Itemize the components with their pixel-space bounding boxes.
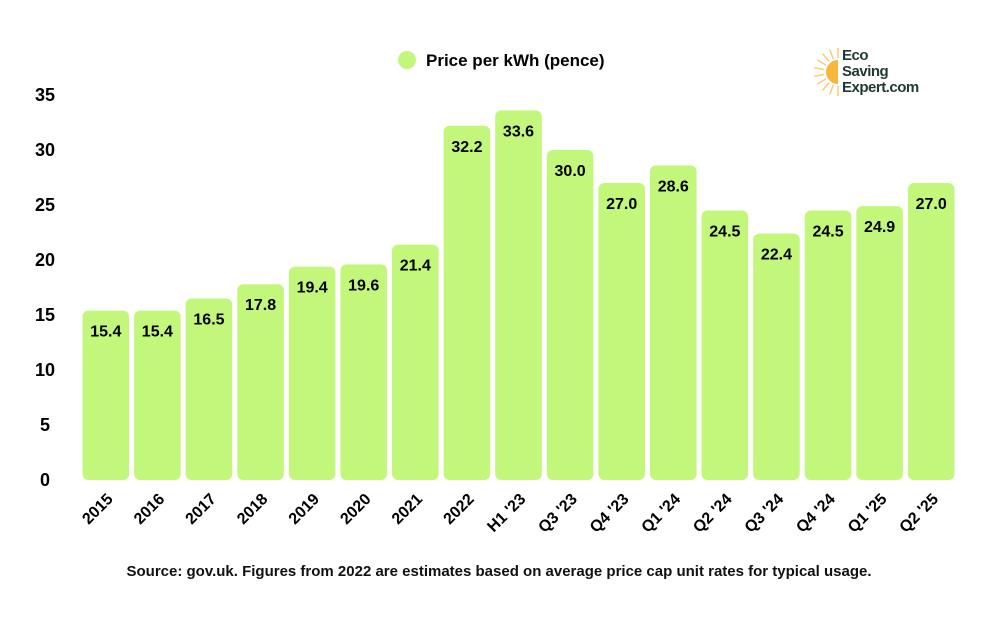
x-tick-label: Q1 '24 [639, 491, 685, 537]
data-label: 27.0 [916, 196, 947, 213]
x-tick-label: Q4 '24 [793, 491, 839, 537]
bar [907, 183, 955, 480]
data-label: 19.4 [297, 280, 328, 297]
source-note: Source: gov.uk. Figures from 2022 are es… [126, 563, 872, 580]
x-tick-label: Q2 '24 [690, 491, 736, 537]
data-label: 19.6 [348, 277, 379, 294]
bar [753, 233, 800, 480]
sun-ray-icon [829, 49, 834, 60]
data-label: 27.0 [606, 196, 637, 213]
data-label: 21.4 [400, 258, 431, 275]
x-tick-label: Q2 '25 [897, 491, 943, 537]
x-tick-label: 2016 [131, 491, 168, 528]
x-tick-label: Q1 '25 [845, 491, 891, 537]
data-label: 17.8 [245, 297, 276, 314]
x-tick-label: 2017 [183, 491, 220, 528]
logo-text: Expert.com [842, 79, 919, 96]
y-tick-label: 10 [35, 360, 55, 380]
data-label: 15.4 [90, 324, 121, 341]
sun-icon [826, 60, 838, 84]
bar [546, 150, 594, 480]
bar [237, 284, 284, 480]
data-label: 24.5 [812, 224, 843, 241]
sun-ray-icon [829, 84, 834, 95]
x-tick-label: 2015 [79, 491, 116, 528]
y-tick-label: 15 [35, 305, 55, 325]
sun-ray-icon [816, 59, 827, 66]
bar [649, 165, 697, 480]
sun-ray-icon [814, 67, 825, 71]
legend-swatch [398, 51, 416, 69]
data-label: 24.5 [709, 224, 740, 241]
y-tick-label: 20 [35, 250, 55, 270]
data-label: 22.4 [761, 247, 792, 264]
bar [134, 310, 181, 480]
y-tick-label: 5 [40, 415, 50, 435]
bar [82, 310, 130, 480]
data-label: 28.6 [658, 178, 689, 195]
sun-ray-icon [821, 82, 830, 91]
logo-text: Saving [842, 63, 889, 80]
bar [495, 110, 542, 481]
x-tick-label: H1 '23 [484, 491, 529, 536]
data-label: 15.4 [142, 324, 173, 341]
sun-ray-icon [821, 53, 830, 62]
sun-ray-icon [814, 73, 825, 77]
data-label: 33.6 [503, 123, 534, 140]
data-label: 30.0 [555, 163, 586, 180]
x-tick-label: Q3 '23 [535, 491, 581, 537]
bar [856, 206, 903, 480]
x-tick-label: 2019 [286, 491, 323, 528]
bar [185, 298, 233, 480]
logo-text: Eco [842, 47, 868, 64]
bar [392, 244, 439, 480]
bar [443, 125, 491, 481]
bar [340, 264, 388, 480]
data-label: 32.2 [451, 139, 482, 156]
bar [288, 266, 336, 480]
bar [804, 210, 852, 480]
bar [701, 210, 749, 480]
y-tick-label: 30 [35, 140, 55, 160]
sun-ray-icon [816, 78, 827, 85]
y-tick-label: 25 [35, 195, 55, 215]
legend-label: Price per kWh (pence) [426, 51, 605, 70]
y-tick-label: 35 [35, 85, 55, 105]
bar [598, 183, 645, 480]
x-tick-label: 2022 [441, 491, 478, 528]
y-tick-label: 0 [40, 470, 50, 490]
x-tick-label: Q3 '24 [742, 491, 788, 537]
x-tick-label: 2018 [234, 491, 271, 528]
data-label: 16.5 [193, 312, 224, 329]
x-tick-label: 2020 [337, 491, 374, 528]
x-tick-label: 2021 [389, 491, 426, 528]
data-label: 24.9 [864, 219, 895, 236]
x-tick-label: Q4 '23 [587, 491, 633, 537]
